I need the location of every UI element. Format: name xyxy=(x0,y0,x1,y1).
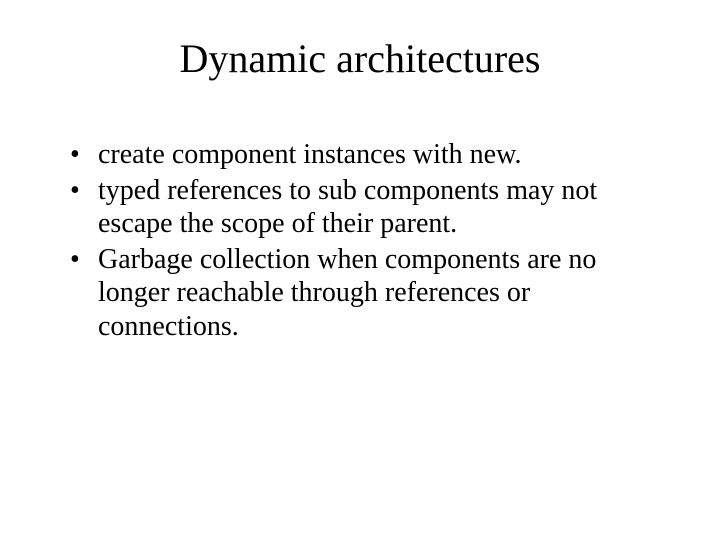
list-item: typed references to sub components may n… xyxy=(70,174,670,241)
slide-container: Dynamic architectures create component i… xyxy=(0,0,720,540)
bullet-list: create component instances with new. typ… xyxy=(70,138,670,344)
slide-title: Dynamic architectures xyxy=(50,35,670,83)
list-item: create component instances with new. xyxy=(70,138,670,172)
list-item: Garbage collection when components are n… xyxy=(70,243,670,344)
